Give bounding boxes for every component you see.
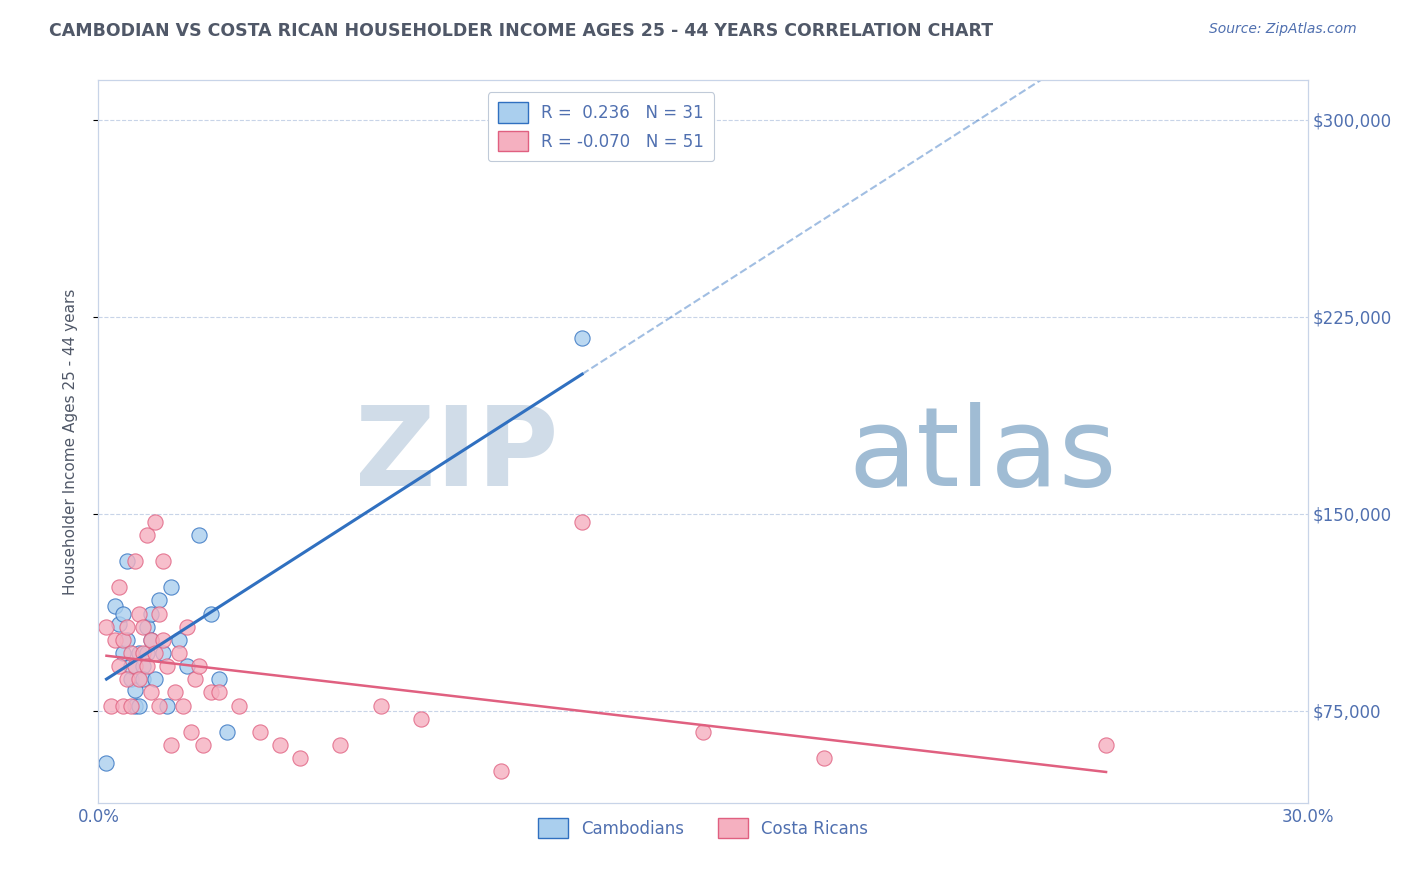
Point — [188, 659, 211, 673]
Point — [128, 673, 150, 687]
Point — [143, 646, 166, 660]
Point — [143, 515, 166, 529]
Point — [139, 607, 162, 621]
Point — [120, 698, 142, 713]
Point — [1095, 738, 1118, 752]
Point — [184, 673, 207, 687]
Point — [491, 764, 513, 779]
Point — [96, 756, 118, 771]
Point — [124, 698, 146, 713]
Point — [571, 331, 593, 345]
Point — [103, 599, 125, 613]
Point — [115, 632, 138, 647]
Point — [124, 682, 146, 697]
Point — [329, 738, 352, 752]
Point — [269, 738, 291, 752]
Point — [139, 632, 162, 647]
Point — [228, 698, 250, 713]
Point — [200, 685, 222, 699]
Point — [111, 632, 134, 647]
Point — [193, 738, 215, 752]
Point — [148, 698, 170, 713]
Text: CAMBODIAN VS COSTA RICAN HOUSEHOLDER INCOME AGES 25 - 44 YEARS CORRELATION CHART: CAMBODIAN VS COSTA RICAN HOUSEHOLDER INC… — [49, 22, 993, 40]
Point — [148, 593, 170, 607]
Point — [139, 632, 162, 647]
Point — [163, 685, 186, 699]
Point — [152, 646, 174, 660]
Point — [156, 659, 179, 673]
Point — [172, 698, 194, 713]
Point — [167, 632, 190, 647]
Point — [132, 659, 155, 673]
Point — [176, 659, 198, 673]
Point — [120, 659, 142, 673]
Point — [135, 659, 157, 673]
Point — [148, 607, 170, 621]
Point — [107, 580, 129, 594]
Point — [208, 685, 231, 699]
Point — [107, 617, 129, 632]
Point — [167, 646, 190, 660]
Point — [115, 673, 138, 687]
Point — [107, 659, 129, 673]
Point — [813, 751, 835, 765]
Point — [143, 673, 166, 687]
Point — [128, 646, 150, 660]
Point — [96, 620, 118, 634]
Point — [132, 620, 155, 634]
Y-axis label: Householder Income Ages 25 - 44 years: Householder Income Ages 25 - 44 years — [63, 288, 77, 595]
Point — [128, 607, 150, 621]
Point — [111, 698, 134, 713]
Point — [132, 646, 155, 660]
Point — [135, 646, 157, 660]
Point — [115, 554, 138, 568]
Point — [217, 724, 239, 739]
Point — [180, 724, 202, 739]
Point — [571, 515, 593, 529]
Text: Source: ZipAtlas.com: Source: ZipAtlas.com — [1209, 22, 1357, 37]
Point — [188, 528, 211, 542]
Point — [176, 620, 198, 634]
Point — [409, 712, 432, 726]
Point — [120, 673, 142, 687]
Point — [692, 724, 714, 739]
Point — [208, 673, 231, 687]
Text: atlas: atlas — [848, 402, 1116, 509]
Point — [160, 738, 183, 752]
Point — [124, 659, 146, 673]
Legend: Cambodians, Costa Ricans: Cambodians, Costa Ricans — [531, 812, 875, 845]
Point — [160, 580, 183, 594]
Point — [103, 632, 125, 647]
Point — [152, 632, 174, 647]
Point — [115, 620, 138, 634]
Point — [152, 554, 174, 568]
Point — [135, 528, 157, 542]
Point — [135, 620, 157, 634]
Point — [124, 554, 146, 568]
Point — [120, 646, 142, 660]
Text: ZIP: ZIP — [354, 402, 558, 509]
Point — [100, 698, 122, 713]
Point — [132, 673, 155, 687]
Point — [111, 646, 134, 660]
Point — [249, 724, 271, 739]
Point — [139, 685, 162, 699]
Point — [370, 698, 392, 713]
Point — [128, 698, 150, 713]
Point — [111, 607, 134, 621]
Point — [156, 698, 179, 713]
Point — [288, 751, 311, 765]
Point — [200, 607, 222, 621]
